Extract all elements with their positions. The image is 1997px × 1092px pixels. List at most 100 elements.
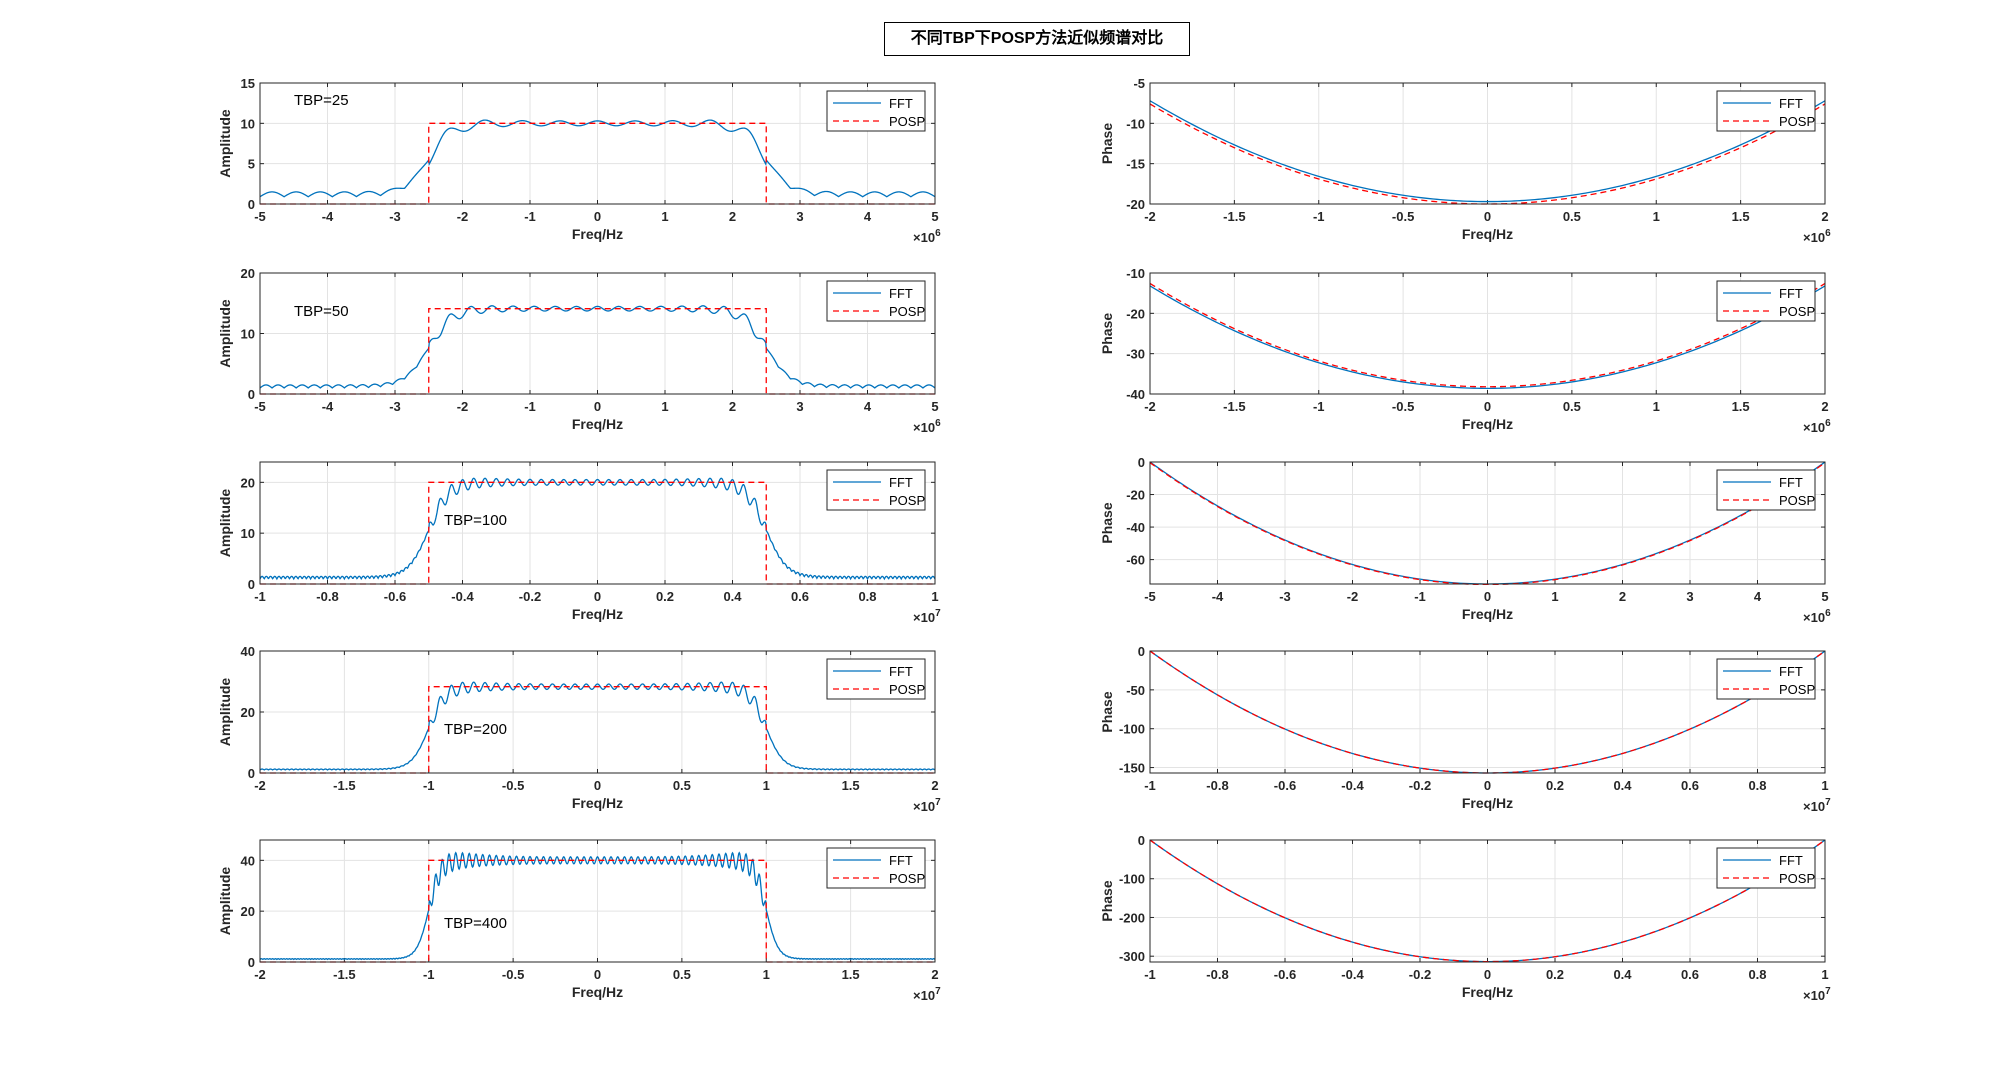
legend: FFT POSP bbox=[826, 469, 926, 511]
x-tick-label: 3 bbox=[796, 209, 803, 224]
legend-label: POSP bbox=[889, 871, 925, 886]
legend-box bbox=[1716, 469, 1816, 511]
y-tick-label: 0 bbox=[1138, 455, 1145, 470]
x-tick-label: -2 bbox=[1144, 399, 1156, 414]
x-tick-label: -0.5 bbox=[1392, 209, 1414, 224]
x-tick-label: 1.5 bbox=[842, 967, 860, 982]
x-tick-label: -2 bbox=[1347, 589, 1359, 604]
legend: FFT POSP bbox=[1716, 90, 1816, 132]
legend-label: POSP bbox=[1779, 304, 1815, 319]
x-axis-label: Freq/Hz bbox=[572, 416, 623, 432]
x-exponent-label: ×107 bbox=[1803, 986, 1831, 1003]
y-tick-label: 10 bbox=[241, 327, 255, 342]
x-tick-label: 1 bbox=[1551, 589, 1558, 604]
legend: FFT POSP bbox=[1716, 847, 1816, 889]
x-tick-label: -1 bbox=[524, 399, 536, 414]
legend-box bbox=[826, 469, 926, 511]
x-tick-label: 5 bbox=[931, 209, 938, 224]
x-tick-label: 1 bbox=[661, 209, 668, 224]
x-tick-label: 0.8 bbox=[1748, 967, 1766, 982]
y-tick-label: 0 bbox=[248, 387, 255, 402]
x-tick-label: 3 bbox=[796, 399, 803, 414]
legend-box bbox=[826, 280, 926, 322]
x-tick-label: -1 bbox=[1144, 778, 1156, 793]
y-tick-label: 0 bbox=[248, 955, 255, 970]
x-tick-label: -1 bbox=[1144, 967, 1156, 982]
y-tick-label: 20 bbox=[241, 475, 255, 490]
x-tick-label: 1.5 bbox=[1732, 209, 1750, 224]
x-tick-label: 2 bbox=[729, 399, 736, 414]
x-exponent-label: ×106 bbox=[1803, 228, 1831, 245]
x-tick-label: 0.5 bbox=[1563, 399, 1581, 414]
y-axis-label: Amplitude bbox=[217, 867, 233, 936]
legend: FFT POSP bbox=[826, 90, 926, 132]
y-axis-label: Phase bbox=[1099, 123, 1115, 164]
x-tick-label: 1 bbox=[1821, 778, 1828, 793]
axes-box bbox=[1149, 839, 1826, 963]
x-tick-label: -3 bbox=[1279, 589, 1291, 604]
y-tick-label: -30 bbox=[1126, 347, 1145, 362]
tbp-annotation: TBP=25 bbox=[294, 92, 349, 109]
y-tick-label: 40 bbox=[241, 853, 255, 868]
y-tick-label: 5 bbox=[248, 157, 255, 172]
y-tick-label: 0 bbox=[248, 197, 255, 212]
x-tick-label: 1.5 bbox=[842, 778, 860, 793]
x-tick-label: 2 bbox=[931, 778, 938, 793]
x-tick-label: -1 bbox=[423, 778, 435, 793]
x-tick-label: 0 bbox=[1484, 967, 1491, 982]
x-tick-label: -4 bbox=[322, 209, 334, 224]
x-tick-label: 0.6 bbox=[1681, 967, 1699, 982]
x-tick-label: 0.5 bbox=[673, 778, 691, 793]
y-tick-label: -15 bbox=[1126, 157, 1145, 172]
fft-series-line bbox=[260, 851, 935, 961]
figure-title: 不同TBP下POSP方法近似频谱对比 bbox=[884, 22, 1190, 56]
x-tick-label: -1 bbox=[1414, 589, 1426, 604]
x-tick-label: 2 bbox=[1821, 399, 1828, 414]
x-tick-label: -2 bbox=[254, 778, 266, 793]
axes-box bbox=[259, 839, 936, 963]
x-exponent-label: ×106 bbox=[1803, 608, 1831, 625]
x-axis-label: Freq/Hz bbox=[1462, 795, 1513, 811]
y-tick-label: -5 bbox=[1133, 76, 1145, 91]
x-tick-label: 0 bbox=[1484, 399, 1491, 414]
y-tick-label: -10 bbox=[1126, 266, 1145, 281]
legend-box bbox=[1716, 280, 1816, 322]
axes-box bbox=[259, 272, 936, 395]
x-tick-label: -0.2 bbox=[1409, 778, 1431, 793]
legend-label: POSP bbox=[1779, 682, 1815, 697]
x-tick-label: -1.5 bbox=[333, 778, 355, 793]
x-tick-label: 0.5 bbox=[1563, 209, 1581, 224]
y-tick-label: -100 bbox=[1119, 722, 1145, 737]
x-tick-label: -0.8 bbox=[316, 589, 338, 604]
phase-plot-4: -1 -0.8 -0.6 -0.4 -0.2 0 0.2 0.4 0.6 0.8 1 -150 -100… bbox=[1099, 644, 1831, 814]
x-tick-label: 0.2 bbox=[656, 589, 674, 604]
x-tick-label: 0.4 bbox=[1613, 967, 1632, 982]
legend-box bbox=[826, 847, 926, 889]
legend-label: FFT bbox=[1779, 853, 1803, 868]
axes-box bbox=[1149, 272, 1826, 395]
x-tick-label: -0.4 bbox=[451, 589, 474, 604]
y-tick-label: -150 bbox=[1119, 761, 1145, 776]
axes-box bbox=[1149, 82, 1826, 205]
x-tick-label: -0.2 bbox=[1409, 967, 1431, 982]
tbp-annotation: TBP=100 bbox=[444, 512, 507, 529]
x-tick-label: -1.5 bbox=[333, 967, 355, 982]
x-tick-label: 0 bbox=[594, 399, 601, 414]
fft-series-line bbox=[260, 681, 935, 771]
legend-box bbox=[1716, 847, 1816, 889]
y-axis-label: Amplitude bbox=[217, 299, 233, 368]
legend: FFT POSP bbox=[1716, 658, 1816, 700]
y-tick-label: -40 bbox=[1126, 387, 1145, 402]
legend: FFT POSP bbox=[826, 847, 926, 889]
phase-plot-2: -2 -1.5 -1 -0.5 0 0.5 1 1.5 2 -40 -30 -20 -10 Freq/Hz… bbox=[1099, 266, 1831, 435]
x-tick-label: -0.6 bbox=[1274, 967, 1296, 982]
legend-label: FFT bbox=[889, 664, 913, 679]
x-tick-label: 1 bbox=[763, 967, 770, 982]
legend-label: FFT bbox=[1779, 96, 1803, 111]
y-axis-label: Phase bbox=[1099, 880, 1115, 921]
x-axis-label: Freq/Hz bbox=[572, 795, 623, 811]
x-tick-label: -3 bbox=[389, 209, 401, 224]
x-tick-label: -3 bbox=[389, 399, 401, 414]
y-tick-label: 0 bbox=[1138, 644, 1145, 659]
